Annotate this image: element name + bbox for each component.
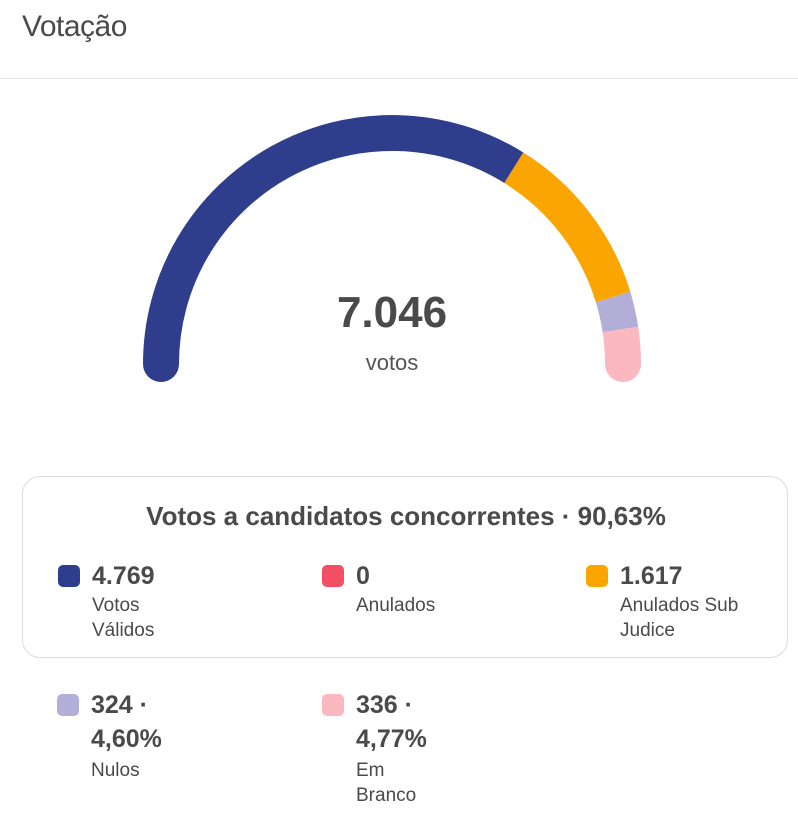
header: Votação <box>0 0 798 79</box>
legend-value-line1: 336 · <box>356 691 413 719</box>
legend-label: Nulos <box>91 760 140 781</box>
gauge-arcs <box>143 115 641 382</box>
candidates-card: Votos a candidatos concorrentes · 90,63%… <box>22 476 788 658</box>
gauge-segment-anulados-sub-judice <box>504 152 631 303</box>
gauge-chart <box>143 115 641 382</box>
legend-value: 0 <box>356 562 370 590</box>
legend-swatch-votos-validos <box>58 565 80 587</box>
gauge-segment-cap-em-branco <box>605 346 641 382</box>
gauge-segment-nulos <box>595 291 639 333</box>
legend-swatch-nulos <box>57 694 79 716</box>
gauge-segment-cap-votos-validos <box>143 346 179 382</box>
legend-label-line2: Judice <box>620 620 675 641</box>
page-title: Votação <box>22 10 127 43</box>
legend-swatch-anulados-sub-judice <box>586 565 608 587</box>
gauge-unit: votos <box>365 350 419 375</box>
legend-value-line2: 4,77% <box>356 725 427 753</box>
legend-label: Votos Válidos <box>92 595 155 641</box>
gauge-total: 7.046 <box>336 288 448 337</box>
legend-value-line2: 4,60% <box>91 725 162 753</box>
legend-label: Anulados <box>356 595 436 616</box>
legend-value: 1.617 <box>620 562 683 590</box>
legend-swatch-em-branco <box>322 694 344 716</box>
card-title: Votos a candidatos concorrentes · 90,63% <box>146 501 666 531</box>
legend-swatch-anulados <box>322 565 344 587</box>
gauge-segment-votos-validos <box>143 115 524 365</box>
legend-value: 4.769 <box>92 562 155 590</box>
legend-label: Em Branco <box>356 760 417 806</box>
legend-label-line1: Anulados Sub <box>620 595 739 616</box>
legend-value-line1: 324 · <box>91 691 148 719</box>
